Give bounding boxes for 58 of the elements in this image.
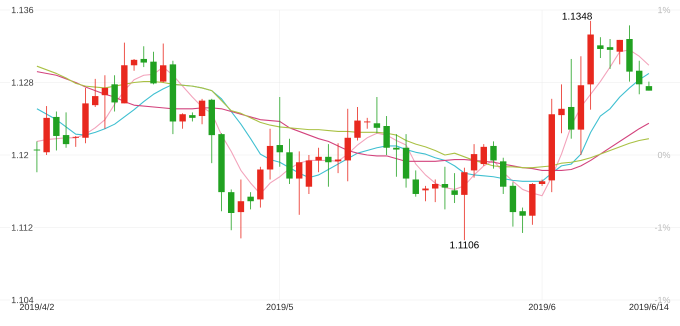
candlestick [140,46,147,68]
candlestick [442,166,448,210]
y2-tick-label: 0% [658,152,670,158]
candlestick [325,144,332,188]
candlestick [480,144,487,166]
y-tick-label: 1.112 [12,224,33,231]
y-tick-label: 1.136 [12,6,34,14]
candlestick [636,60,642,95]
candlestick [315,147,322,173]
candlestick [451,172,458,204]
candlestick [470,144,478,178]
y2-tick-label: -1% [654,224,670,231]
candlestick [606,38,614,70]
candlestick [412,170,419,198]
candlestick [72,136,79,148]
candlestick [597,36,604,58]
annotation: 1.1348 [562,12,592,20]
candlestick [130,58,138,72]
candlestick [228,189,234,231]
candlestick [296,150,302,216]
y-tick-label: 1.104 [12,296,34,304]
candlestick [276,96,283,168]
candlestick [160,43,166,83]
candlestick [179,112,186,130]
candlestick [238,179,244,239]
candlestick [519,207,526,234]
candlestick [150,51,157,85]
candlestick [374,96,380,134]
candlestick [266,128,274,180]
candlestick [432,179,438,203]
candlestick [461,167,468,241]
candlestick [344,108,351,182]
y2-tick-label: -1% [654,296,670,304]
candlestick [62,112,70,148]
candlestick [247,192,254,210]
candlestick [189,112,196,122]
candlestick [111,74,118,112]
y-tick-label: 1.12 [12,152,28,158]
candlestick [364,117,370,130]
x-tick-label: 2019/5 [266,304,294,310]
candlestick [422,185,429,202]
candlestick [490,141,497,169]
candlestick [568,58,574,140]
y2-tick-label: 1% [658,6,670,14]
candlestick [102,74,108,130]
candlestick [34,141,40,173]
x-tick-label: 2019/4/2 [20,304,54,310]
x-tick-label: 2019/6/14 [629,304,669,310]
annotation: 1.1106 [450,241,479,248]
x-tick-label: 2019/6 [528,304,556,310]
candlestick [383,116,390,156]
candlestick [198,98,206,125]
y-tick-label: 1.128 [12,79,34,86]
candlestick [92,78,98,108]
candlestick [334,142,342,174]
candlestick [53,111,60,151]
candlestick [354,106,361,141]
candlestick [616,40,623,65]
